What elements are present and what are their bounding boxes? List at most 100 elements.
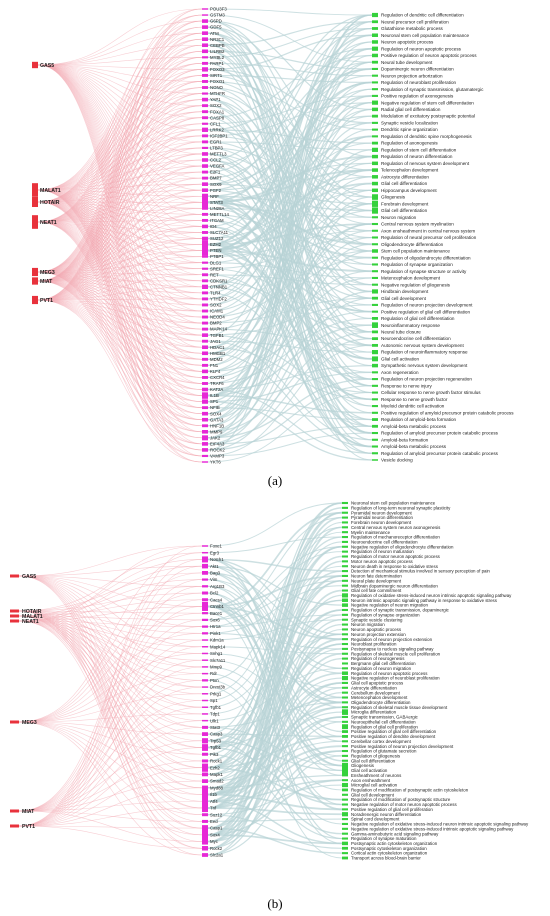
gene-node xyxy=(202,236,208,241)
go-term-node xyxy=(342,827,348,830)
lncrna-label: MIAT xyxy=(40,279,53,285)
go-term-node xyxy=(372,310,378,313)
go-term-node xyxy=(342,608,348,612)
panel-a-label: (a) xyxy=(268,473,282,488)
gene-node xyxy=(202,411,208,416)
link-lnc-to-gene xyxy=(37,32,203,203)
go-term-node xyxy=(342,798,348,801)
go-term-label: Positive regulation of glial cell differ… xyxy=(351,729,437,734)
link-gene-to-go xyxy=(207,155,373,204)
gene-label: G6PD xyxy=(210,19,222,24)
go-term-label: Gliogenesis xyxy=(351,763,375,768)
lncrna-label: MEG3 xyxy=(40,270,55,276)
gene-node xyxy=(202,164,208,168)
link-gene-to-go xyxy=(207,108,373,427)
go-term-node xyxy=(372,270,378,273)
go-term-node xyxy=(372,81,378,84)
go-term-label: Glial cell activation xyxy=(381,356,419,361)
go-term-label: Noradrenergic neuron differentiation xyxy=(351,812,422,817)
go-term-node xyxy=(372,107,378,112)
go-term-label: Neuron fate determination xyxy=(351,574,402,579)
link-lnc-to-gene xyxy=(37,280,203,354)
link-gene-to-go xyxy=(207,745,343,796)
gene-label: FN1 xyxy=(210,363,219,368)
gene-node xyxy=(202,830,208,839)
gene-node xyxy=(202,601,208,611)
gene-label: Mmp9 xyxy=(210,665,223,670)
gene-label: Myd88 xyxy=(210,785,224,790)
go-term-node xyxy=(372,283,378,286)
go-term-node xyxy=(372,194,378,200)
link-lnc-to-gene xyxy=(18,615,203,701)
go-term-label: Neuronal stem cell population maintenanc… xyxy=(351,501,436,506)
link-lnc-to-gene xyxy=(18,666,203,827)
link-lnc-to-gene xyxy=(37,20,203,66)
gene-label: SLC7A11 xyxy=(210,230,229,235)
go-term-label: Modulation of excitatory postsynaptic po… xyxy=(381,114,475,119)
link-lnc-to-gene xyxy=(37,280,203,294)
lncrna-node xyxy=(32,197,38,207)
link-gene-to-go xyxy=(207,531,343,695)
gene-label: Pink1 xyxy=(210,631,221,636)
go-term-label: Negative regulation of oxidative stress-… xyxy=(351,826,514,831)
link-gene-to-go xyxy=(207,558,343,636)
go-term-label: Negative regulation of neuron migration xyxy=(351,603,428,608)
link-gene-to-go xyxy=(207,230,373,385)
link-lnc-to-gene xyxy=(18,680,203,812)
lncrna-label: HOTAIR xyxy=(22,609,42,615)
link-lnc-to-gene xyxy=(18,747,203,827)
link-lnc-to-gene xyxy=(18,586,203,827)
link-lnc-to-gene xyxy=(37,299,203,372)
go-term-label: Synaptic vesicle localization xyxy=(381,120,438,125)
go-term-label: Bergmann glial cell differentiation xyxy=(351,661,416,666)
link-lnc-to-gene xyxy=(37,57,203,203)
go-term-label: Regulation of neuron maturation xyxy=(351,549,414,554)
link-lnc-to-gene xyxy=(18,760,203,812)
go-term-label: Ensheathment of neurons xyxy=(351,773,402,778)
gene-label: MAPK14 xyxy=(210,327,228,332)
gene-label: Htr1a xyxy=(210,624,221,629)
link-lnc-to-gene xyxy=(37,105,203,301)
go-term-node xyxy=(342,560,348,563)
go-term-label: Regulation of neuroinflammatory response xyxy=(381,350,468,355)
go-term-label: Response to nerve injury xyxy=(381,383,433,388)
link-lnc-to-gene xyxy=(37,64,203,82)
go-term-node xyxy=(372,168,378,172)
link-lnc-to-gene xyxy=(18,620,203,688)
link-lnc-to-gene xyxy=(37,87,203,191)
gene-node xyxy=(202,309,208,313)
link-gene-to-go xyxy=(207,521,343,822)
link-lnc-to-gene xyxy=(18,575,203,648)
link-lnc-to-gene xyxy=(18,721,203,856)
go-term-label: Neural tube development xyxy=(381,60,433,65)
link-lnc-to-gene xyxy=(18,620,203,789)
link-gene-to-go xyxy=(207,41,373,360)
link-lnc-to-gene xyxy=(37,32,203,66)
go-term-node xyxy=(342,822,348,826)
go-term-label: Regulation of synaptic transmission, glu… xyxy=(381,87,484,92)
gene-node xyxy=(202,61,208,65)
go-term-node xyxy=(342,501,348,505)
gene-label: NONO xyxy=(210,85,224,90)
go-term-label: Negative regulation of motor neuron apop… xyxy=(351,802,457,807)
go-term-label: Glial cell differentiation xyxy=(351,758,396,763)
gene-node xyxy=(202,74,208,77)
link-lnc-to-gene xyxy=(37,64,203,396)
go-term-label: Amyloid-beta formation xyxy=(381,437,429,442)
gene-node xyxy=(202,104,208,108)
link-lnc-to-gene xyxy=(37,14,203,223)
go-term-label: Neural precursor cell proliferation xyxy=(381,19,449,24)
link-lnc-to-gene xyxy=(18,565,203,622)
link-lnc-to-gene xyxy=(37,271,203,384)
gene-node xyxy=(202,763,208,772)
gene-label: Trp53 xyxy=(210,738,222,743)
go-term-label: Regulation of neural precursor cell prol… xyxy=(381,235,477,240)
link-gene-to-go xyxy=(207,75,373,191)
go-term-node xyxy=(372,200,378,207)
link-gene-to-go xyxy=(207,102,373,415)
link-gene-to-go xyxy=(207,81,373,354)
gene-node xyxy=(202,838,208,845)
gene-label: PTBP1 xyxy=(210,254,224,259)
go-term-label: Neural tube closure xyxy=(381,329,421,334)
go-term-node xyxy=(342,540,348,543)
